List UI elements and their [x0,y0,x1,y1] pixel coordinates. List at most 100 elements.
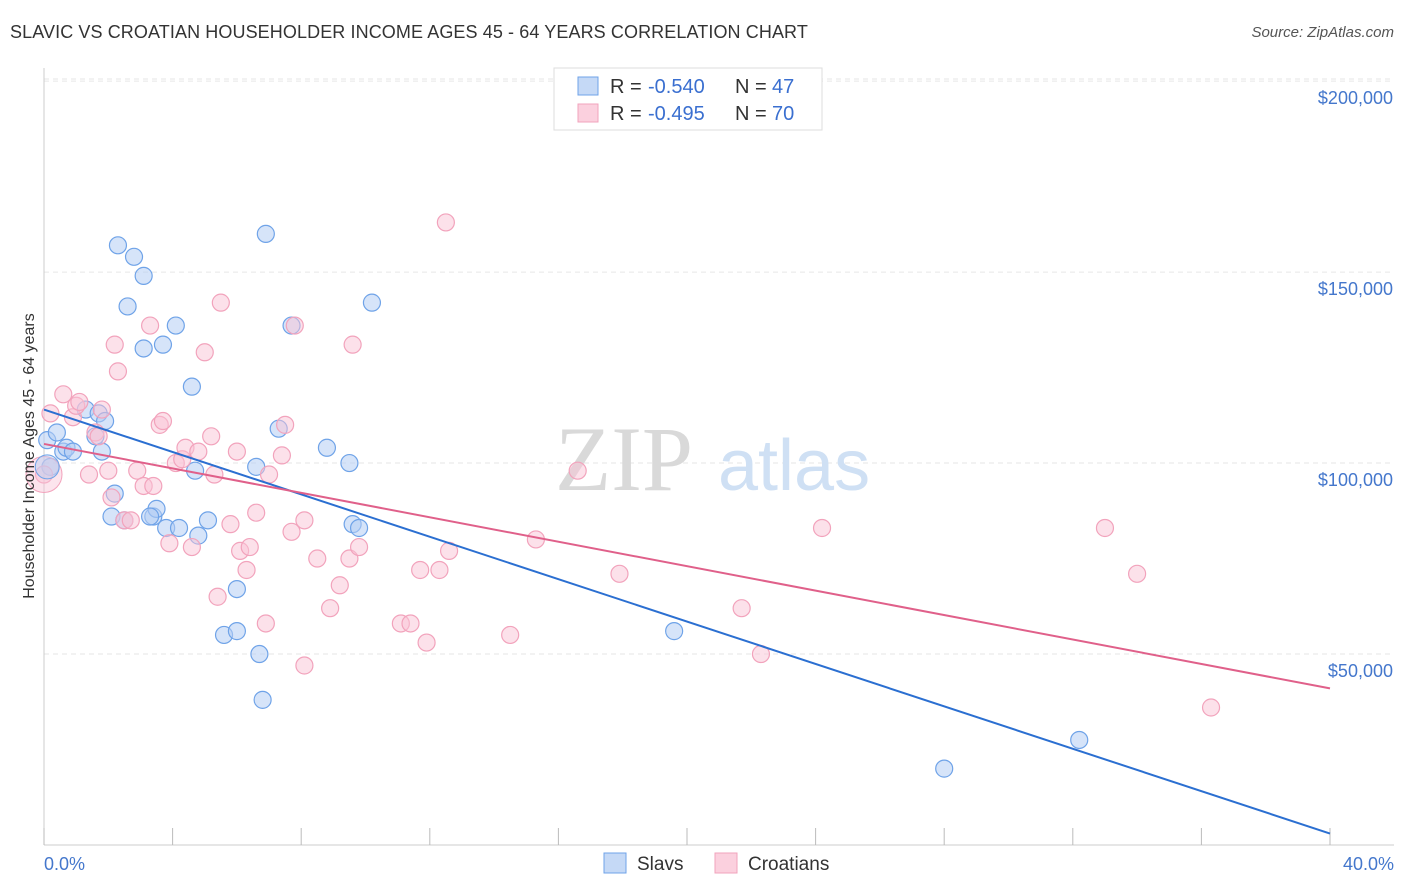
trend-lines [43,408,1331,835]
croatians-point [221,515,240,534]
croatians-point [501,625,520,645]
croatians-point [732,599,751,618]
x-tick-max: 40.0% [1343,854,1394,874]
legend-swatch-slavs [577,76,599,96]
croatians-point [295,511,314,530]
slavs-point [153,335,173,354]
bottom-legend: Slavs Croatians [603,852,829,875]
slavs-point [317,438,337,457]
slavs-point [47,423,66,442]
slavs-point [182,377,201,396]
croatians-point [182,537,201,557]
croatians-point [70,392,89,412]
croatians-point [121,511,140,530]
legend-n-value-croatians: 70 [772,103,794,125]
slavs-point [349,518,369,538]
croatians-point [282,522,301,541]
slavs-point [134,266,153,285]
croatians-point [195,343,214,362]
croatians-point [211,293,230,312]
croatians-point [41,404,60,423]
croatians-point [812,518,832,538]
croatians-point [430,560,449,580]
slavs-point [1070,730,1089,750]
croatians-point [321,599,340,618]
watermark-atlas: atlas [718,426,870,506]
bottom-legend-swatch-slavs [603,852,627,874]
croatians-point [259,465,279,484]
croatians-point [160,534,179,553]
legend: R = -0.540 N = 47 R = -0.495 N = 70 [553,67,823,131]
croatians-point [295,656,314,675]
croatians-point [272,446,292,465]
slavs-cluster-point [34,454,60,480]
bottom-legend-label-croatians: Croatians [748,854,829,875]
croatians-point [153,411,173,431]
croatians-point [128,461,147,480]
legend-n-label-slavs: N = [735,76,767,98]
croatians-point [610,564,629,583]
bottom-legend-swatch-croatians [714,852,738,874]
croatians-point [99,461,118,480]
croatians-point [285,316,304,335]
slavs-point [169,518,189,538]
bottom-legend-label-slavs: Slavs [637,854,683,875]
croatians-point [343,335,362,354]
watermark: ZIP atlas [555,408,870,510]
croatians-point [1095,518,1115,538]
croatians-point [568,461,587,480]
croatians-point [330,576,349,595]
slavs-point [227,579,246,599]
croatians-point [1127,564,1147,583]
watermark-zip: ZIP [555,408,693,510]
y-axis-label: Householder Income Ages 45 - 64 years [21,313,38,599]
croatians-point [227,442,246,461]
croatians-point [247,503,266,522]
slavs-point [166,316,185,335]
legend-r-value-slavs: -0.540 [648,76,705,98]
croatians-point [411,560,430,580]
slavs-point [227,622,246,641]
x-tick-min: 0.0% [44,854,85,874]
chart-title: SLAVIC VS CROATIAN HOUSEHOLDER INCOME AG… [10,22,808,42]
croatians-point [276,415,295,434]
croatians-point [417,633,436,652]
slavs-point [362,293,382,312]
croatians-point [240,537,259,557]
slavs-point [140,507,160,526]
slavs-point [118,297,137,316]
slavs-point [250,644,269,664]
croatians-point [1201,698,1221,717]
croatians-point [108,362,128,381]
croatians-point [105,335,124,354]
legend-swatch-croatians [577,103,599,123]
y-tick-label: $150,000 [1318,279,1393,299]
croatians-point [102,488,121,507]
y-tick-labels: $50,000 $100,000 $150,000 $200,000 [1318,88,1393,681]
slavs-point [935,759,954,778]
croatians-trend-line [43,442,1331,690]
slavs-point [256,224,275,243]
legend-r-label-slavs: R = [610,76,642,98]
legend-r-label-croatians: R = [610,103,642,125]
y-tick-label: $50,000 [1328,661,1393,681]
croatians-point [401,614,420,633]
croatians-point [79,465,99,484]
slavs-point [124,247,144,266]
legend-box [553,67,823,131]
y-tick-label: $100,000 [1318,470,1393,490]
slavs-point [665,622,684,641]
croatians-point [140,316,160,335]
croatians-point [237,560,256,580]
legend-n-label-croatians: N = [735,103,767,125]
source-credit: Source: ZipAtlas.com [1251,24,1394,41]
y-tick-label: $200,000 [1318,88,1393,108]
slavs-point [134,339,153,358]
croatians-point [308,549,327,568]
croatians-point [436,213,455,232]
croatians-point [144,476,163,496]
legend-r-value-croatians: -0.495 [648,103,705,125]
slavs-point [253,690,272,709]
slavs-point [340,453,359,473]
